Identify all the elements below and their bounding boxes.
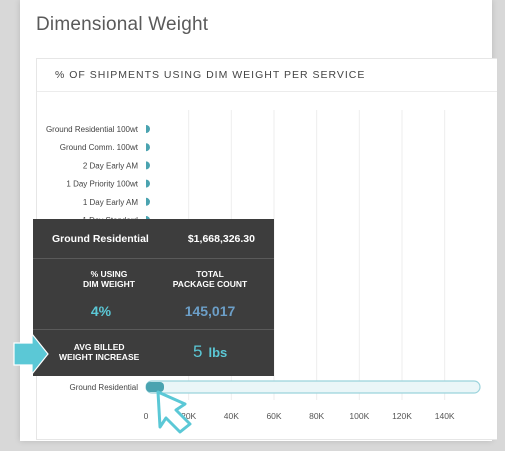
bar (146, 143, 150, 152)
x-tick-label: 0 (144, 411, 149, 421)
bar (146, 197, 150, 206)
category-label: 2 Day Early AM (83, 161, 138, 170)
category-label: Ground Residential (70, 383, 139, 392)
x-tick-label: 60K (266, 411, 281, 421)
chart-card-header: % OF SHIPMENTS USING DIM WEIGHT PER SERV… (37, 59, 497, 92)
chart-title: % OF SHIPMENTS USING DIM WEIGHT PER SERV… (55, 69, 366, 81)
tooltip-avg-row: AVG BILLED WEIGHT INCREASE 5 lbs (33, 330, 274, 376)
category-label: 1 Day Early AM (83, 198, 138, 207)
tooltip-service-name: Ground Residential (52, 233, 149, 245)
x-tick-label: 100K (349, 411, 369, 421)
pct-dim-weight-label: % USING DIM WEIGHT (83, 269, 135, 289)
category-label: Ground Comm. 100wt (60, 143, 139, 152)
category-label: Ground Residential 100wt (46, 125, 139, 134)
total-package-count-value: 145,017 (184, 303, 236, 319)
x-tick-label: 120K (392, 411, 412, 421)
bar (146, 179, 150, 188)
pct-dim-weight-value: 4% (90, 303, 112, 319)
page-title: Dimensional Weight (36, 14, 209, 35)
bar (146, 382, 164, 392)
pointer-arrow-icon (13, 332, 49, 376)
bar (146, 125, 150, 133)
x-tick-label: 40K (224, 411, 239, 421)
avg-billed-weight-value: 5 lbs (193, 342, 228, 361)
tooltip-header: Ground Residential $1,668,326.30 (33, 219, 274, 259)
bar (146, 161, 150, 170)
x-tick-label: 20K (181, 411, 196, 421)
avg-billed-weight-label: AVG BILLED WEIGHT INCREASE (59, 342, 140, 362)
x-tick-label: 140K (435, 411, 455, 421)
x-tick-label: 80K (309, 411, 324, 421)
tooltip-amount: $1,668,326.30 (187, 233, 255, 245)
total-package-count-label: TOTAL PACKAGE COUNT (172, 269, 248, 289)
service-tooltip: Ground Residential $1,668,326.30 % USING… (33, 219, 274, 376)
tooltip-stats: % USING DIM WEIGHT 4% TOTAL PACKAGE COUN… (33, 259, 274, 330)
category-label: 1 Day Priority 100wt (66, 180, 138, 189)
cursor-arrow-icon (156, 390, 192, 434)
